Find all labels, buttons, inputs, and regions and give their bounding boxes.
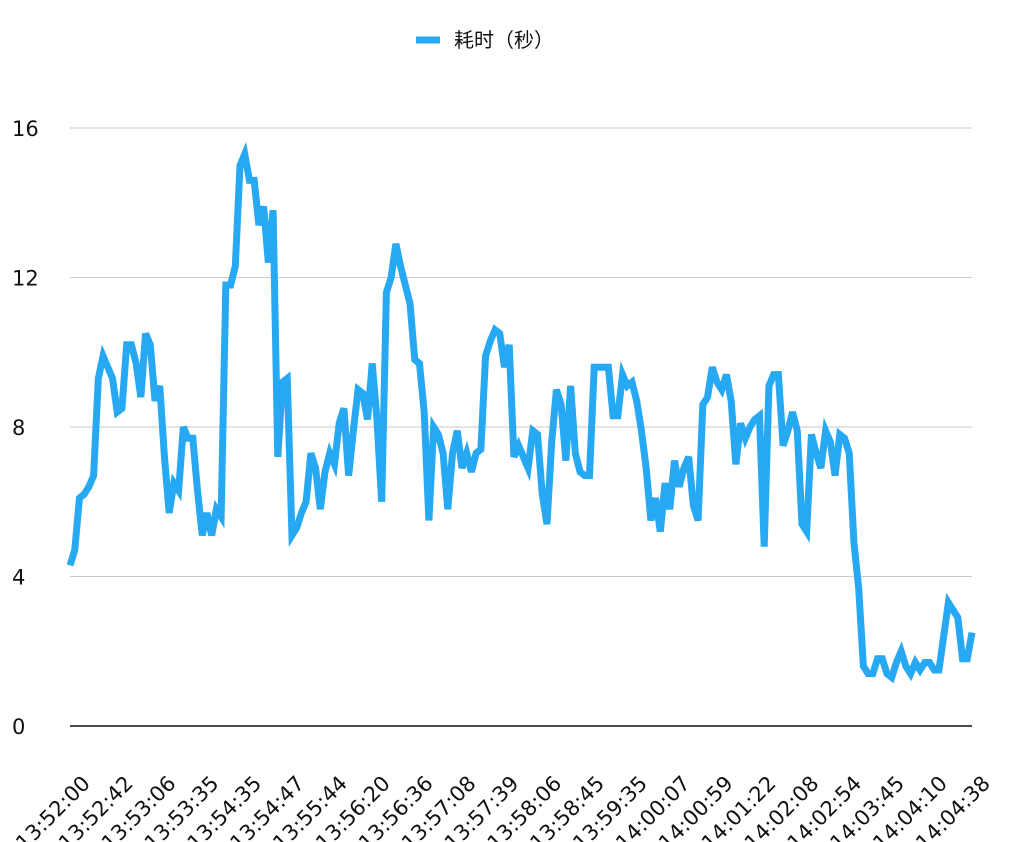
legend-label: 耗时（秒）: [454, 28, 554, 52]
series-line: [66, 141, 976, 684]
y-tick-label-4: 16: [12, 117, 39, 141]
legend: 耗时（秒）: [416, 28, 554, 52]
y-tick-label-1: 4: [12, 566, 25, 590]
y-tick-label-3: 12: [12, 267, 39, 291]
x-axis-tick-labels: 13:52:0013:52:4213:53:0613:53:3513:54:35…: [11, 771, 995, 842]
y-axis-tick-labels: 0 4 8 12 16: [12, 117, 39, 739]
y-tick-label-2: 8: [12, 416, 25, 440]
grid-lines: [70, 127, 972, 577]
y-tick-label-0: 0: [12, 715, 25, 739]
